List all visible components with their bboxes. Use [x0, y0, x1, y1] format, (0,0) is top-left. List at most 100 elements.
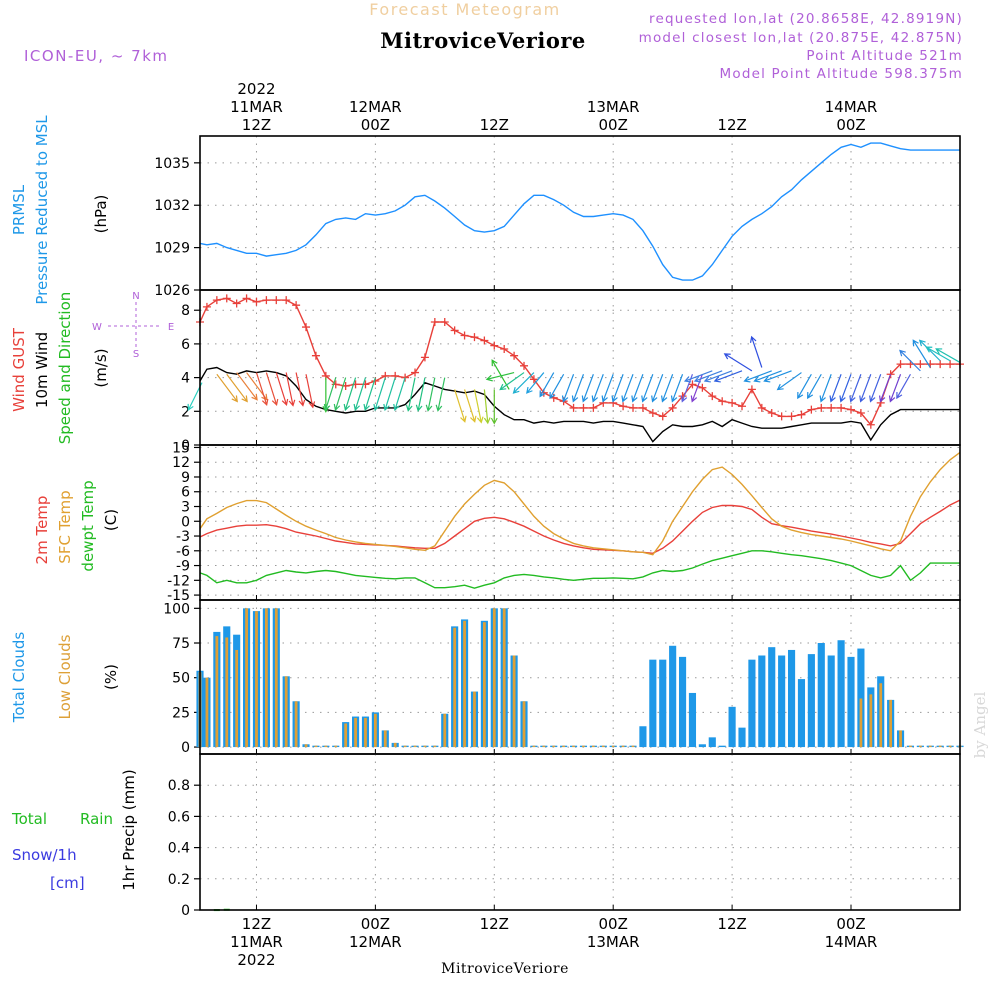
low-cloud-bar	[364, 717, 367, 748]
cloud-unit: (%)	[102, 664, 120, 690]
wind-direction-arrow	[405, 377, 416, 412]
gust-marker	[797, 410, 806, 419]
gust-marker	[292, 301, 301, 310]
gust-marker	[936, 360, 945, 369]
gust-marker	[430, 318, 439, 327]
wind-direction-arrow	[425, 377, 436, 412]
temp-unit: (C)	[102, 509, 120, 531]
gust-marker	[728, 398, 737, 407]
model-label: ICON-EU, ~ 7km	[24, 47, 169, 65]
total-cloud-bar	[669, 645, 677, 748]
total-cloud-bar	[797, 679, 806, 748]
low-cloud-bar	[522, 701, 526, 748]
low-cloud-bar	[562, 745, 566, 748]
wind-direction-arrow	[651, 374, 664, 403]
wind-direction-arrow	[549, 373, 565, 400]
wind-direction-arrow	[265, 372, 279, 407]
total-cloud-bar	[857, 648, 865, 748]
panel-clouds: 0 25 50 75 100	[163, 599, 964, 756]
y-tick-label: 15	[172, 440, 190, 456]
pressure-side-labels: PRMSL Pressure Reduced to MSL (hPa)	[10, 115, 110, 305]
bottom-time-label: 12MAR	[349, 933, 402, 951]
total-cloud-bar	[807, 654, 815, 748]
bottom-time-label: 14MAR	[825, 933, 878, 951]
wind-direction-arrow	[683, 370, 713, 383]
y-tick-label: 6	[181, 485, 190, 501]
low-cloud-bar	[532, 745, 536, 748]
wind-side-labels: Wind GUST 10m Wind Speed and Direction (…	[10, 291, 174, 444]
gust-marker	[460, 331, 469, 340]
plot-layer: 102610291032103502468-15-12-9-6-30369121…	[154, 80, 964, 969]
low-cloud-bar	[284, 676, 288, 748]
pressure-msl-label: Pressure Reduced to MSL	[33, 115, 51, 305]
low-cloud-bar	[601, 745, 605, 748]
wind-direction-arrow	[383, 377, 396, 412]
bottom-time-label: 12Z	[717, 915, 746, 933]
gust-marker	[420, 353, 429, 362]
wind-direction-arrow	[255, 372, 269, 407]
gust-marker	[282, 296, 291, 305]
wind-direction-arrow	[703, 370, 733, 383]
wind-direction-arrow	[859, 374, 872, 403]
low-cloud-bar	[552, 745, 556, 748]
wind-direction-arrow	[561, 374, 575, 403]
low-cloud-bar	[482, 622, 486, 748]
y-tick-label: 12	[172, 455, 190, 471]
wind-direction-arrow	[305, 374, 316, 409]
low-cloud-bar	[433, 745, 437, 748]
total-cloud-label: Total Clouds	[10, 632, 28, 724]
dewpt-label: dewpt Temp	[79, 480, 97, 571]
top-time-label: 00Z	[361, 116, 390, 134]
wind-direction-arrow	[581, 374, 594, 403]
y-tick-label: 0.4	[168, 841, 190, 857]
gust-marker	[837, 403, 846, 412]
low-cloud-bar	[889, 699, 893, 748]
low-cloud-bar	[265, 608, 268, 748]
total-cloud-bar	[688, 692, 697, 748]
low-cloud-bar	[909, 745, 912, 748]
wind-direction-arrow	[819, 374, 832, 403]
low-cloud-bar	[443, 713, 447, 748]
gust-marker	[886, 370, 895, 379]
total-cloud-bar	[758, 655, 766, 748]
wind10m-label: 10m Wind	[33, 332, 51, 408]
bottom-time-label: 13MAR	[587, 933, 640, 951]
panel-precip: 0 0.2 0.4 0.6 0.8	[168, 753, 961, 919]
wind-direction-arrow	[483, 389, 491, 425]
gust-marker	[747, 385, 756, 394]
low-cloud-bar	[859, 698, 863, 748]
wind-direction-arrow	[661, 374, 674, 403]
total-cloud-bar	[678, 656, 687, 748]
wind-direction-arrow	[322, 377, 330, 413]
gust-marker	[847, 405, 856, 414]
wind-direction-arrow	[839, 374, 852, 403]
wind-direction-arrow	[216, 373, 238, 403]
wind-direction-arrow	[571, 374, 585, 403]
y-tick-label: -9	[176, 559, 190, 575]
wind-direction-arrow	[485, 371, 515, 382]
gust-marker	[262, 296, 271, 305]
gust-marker	[738, 402, 747, 411]
total-cloud-bar	[847, 656, 855, 748]
low-cloud-bar	[631, 745, 635, 748]
wind-direction-arrow	[463, 389, 477, 423]
wind-direction-arrow	[743, 370, 772, 383]
total-cloud-bar	[787, 649, 796, 748]
y-tick-label: 8	[181, 303, 190, 319]
wind-direction-arrow	[869, 374, 882, 403]
bottom-time-label: 11MAR	[230, 933, 283, 951]
y-tick-label: 3	[181, 500, 190, 516]
y-tick-label: 9	[181, 470, 190, 486]
gust-marker	[520, 361, 529, 370]
compass-rose: N S W E	[92, 291, 174, 360]
rain-label: Rain	[80, 810, 113, 828]
gust-marker	[708, 392, 717, 401]
low-cloud-bar	[502, 608, 506, 748]
low-cloud-bar	[334, 745, 338, 748]
gust-marker	[411, 368, 420, 377]
wind-direction-arrow	[829, 374, 842, 403]
y-tick-label: 0	[181, 438, 190, 454]
gust-marker	[777, 412, 786, 421]
total-cloud-bar	[698, 744, 706, 748]
low-cloud-bar	[542, 745, 546, 748]
